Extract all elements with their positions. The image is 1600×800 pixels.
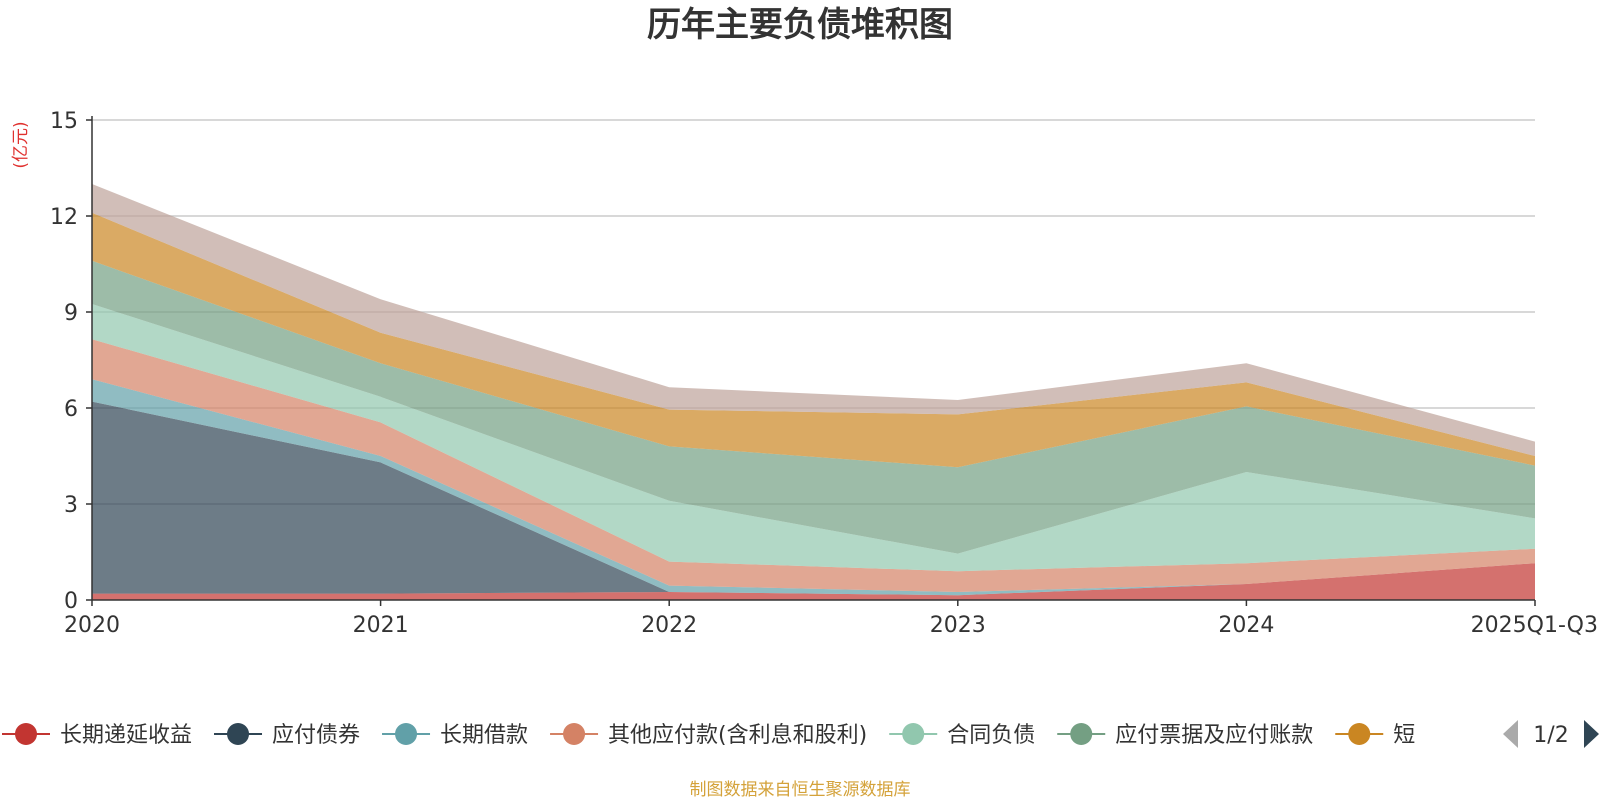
- y-tick-label-4: 12: [50, 205, 78, 230]
- legend-page-indicator: 1/2: [1533, 723, 1568, 748]
- stacked-areas: [92, 184, 1535, 600]
- area-series-5: [92, 260, 1535, 554]
- area-series-3: [92, 339, 1535, 592]
- legend-label: 合同负债: [947, 723, 1035, 748]
- y-tick-label-2: 6: [64, 397, 78, 422]
- legend-item-2[interactable]: 长期借款: [382, 723, 528, 748]
- area-series-0: [92, 563, 1535, 600]
- triangle-left-icon[interactable]: [1503, 720, 1518, 748]
- legend-circle-icon: [563, 723, 586, 745]
- legend-circle-icon: [1070, 723, 1093, 745]
- legend-item-1[interactable]: 应付债券: [214, 723, 360, 748]
- x-tick-label-3: 2023: [930, 613, 986, 638]
- legend-label: 应付债券: [272, 723, 360, 748]
- x-tick-label-5: 2025Q1-Q3: [1471, 613, 1598, 638]
- legend-circle-icon: [15, 723, 37, 745]
- legend-label: 长期递延收益: [60, 723, 192, 748]
- legend-item-5[interactable]: 应付票据及应付账款: [1057, 723, 1313, 748]
- legend-item-3[interactable]: 其他应付款(含利息和股利): [550, 723, 867, 748]
- axes: 0 3 6 9 12 15 2020 2021 2022 2023 2024 2025Q1-Q3: [50, 109, 1598, 638]
- legend-circle-icon: [902, 723, 925, 745]
- area-series-6: [92, 212, 1535, 468]
- legend-label: 其他应付款(含利息和股利): [608, 723, 867, 748]
- area-series-4: [92, 304, 1535, 572]
- y-tick-label-1: 3: [64, 493, 78, 518]
- x-tick-label-2: 2022: [641, 613, 697, 638]
- area-series-7: [92, 184, 1535, 456]
- y-tick-label-3: 9: [64, 301, 78, 326]
- y-axis-unit-label: (亿元): [11, 121, 31, 168]
- area-series-1: [92, 401, 1535, 596]
- source-note: 制图数据来自恒生聚源数据库: [690, 780, 911, 800]
- chart-title: 历年主要负债堆积图: [647, 5, 953, 45]
- legend-circle-icon: [395, 723, 418, 745]
- legend-pager: 1/2: [1503, 720, 1599, 748]
- legend-label: 应付票据及应付账款: [1115, 723, 1313, 748]
- legend-circle-icon: [227, 723, 250, 745]
- legend-item-4[interactable]: 合同负债: [889, 723, 1035, 748]
- x-tick-label-0: 2020: [64, 613, 120, 638]
- legend: 长期递延收益 应付债券 长期借款 其他应付款(含利息和股利) 合同负债 应付票据及应付账款…: [2, 723, 1415, 748]
- x-tick-label-1: 2021: [353, 613, 409, 638]
- legend-item-0[interactable]: 长期递延收益: [2, 723, 192, 748]
- triangle-right-icon[interactable]: [1584, 720, 1599, 748]
- legend-circle-icon: [1348, 723, 1371, 745]
- y-tick-label-5: 15: [50, 109, 78, 134]
- legend-label: 长期借款: [440, 723, 528, 748]
- y-tick-label-0: 0: [64, 589, 78, 614]
- legend-label: 短: [1393, 723, 1415, 748]
- legend-item-6[interactable]: 短: [1335, 723, 1415, 748]
- x-tick-label-4: 2024: [1218, 613, 1274, 638]
